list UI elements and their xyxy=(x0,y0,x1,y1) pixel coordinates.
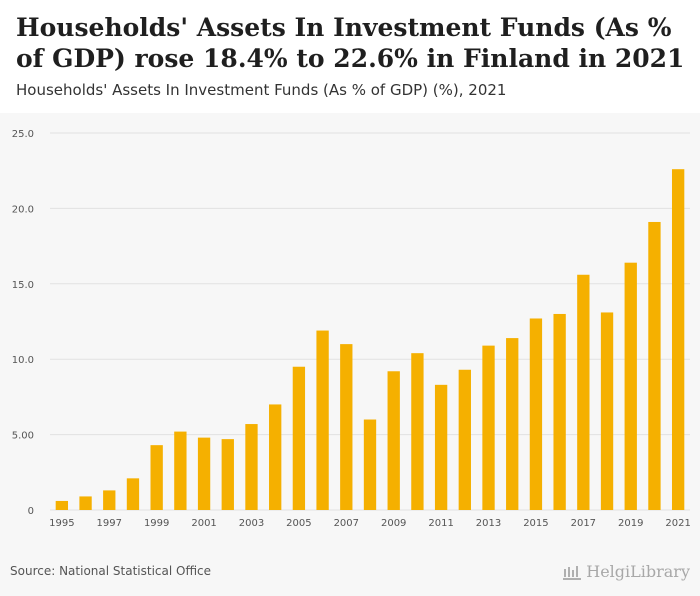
bar xyxy=(126,478,140,510)
bar xyxy=(79,496,92,510)
bar xyxy=(103,490,116,510)
bar xyxy=(221,439,234,510)
y-tick-label: 0 xyxy=(28,506,34,517)
x-tick-label: 2001 xyxy=(191,518,216,529)
brand-logo: HelgiLibrary xyxy=(562,562,690,581)
x-tick-label: 2021 xyxy=(665,518,690,529)
bar xyxy=(316,330,329,510)
library-icon xyxy=(563,565,582,580)
y-tick-label: 5.00 xyxy=(12,431,34,442)
bar-chart: 0 5.00 10.0 15.0 20.0 25.0 1995 1997 1999 2001 20… xyxy=(12,129,691,529)
y-tick-label: 25.0 xyxy=(12,129,34,140)
x-tick-label: 2017 xyxy=(571,518,596,529)
bar xyxy=(506,338,519,510)
x-tick-label: 2007 xyxy=(334,518,359,529)
footer: Source: National Statistical Office Helg… xyxy=(0,553,700,596)
bar xyxy=(434,384,448,510)
bar xyxy=(648,221,661,511)
bar xyxy=(482,345,495,510)
x-tick-label: 2015 xyxy=(523,518,548,529)
bar xyxy=(529,318,543,510)
source-note: Source: National Statistical Office xyxy=(10,564,212,578)
x-tick-label: 1997 xyxy=(97,518,122,529)
bar xyxy=(671,169,685,510)
chart-title: Households' Assets In Investment Funds (… xyxy=(16,13,685,73)
y-tick-label: 15.0 xyxy=(12,280,34,291)
bar xyxy=(411,353,424,510)
brand-name: HelgiLibrary xyxy=(586,562,690,581)
x-axis-ticks: 1995 1997 1999 2001 2003 2005 2007 2009 2011 2013… xyxy=(49,518,691,529)
bar xyxy=(458,369,471,510)
x-tick-label: 1999 xyxy=(144,518,169,529)
x-tick-label: 2009 xyxy=(381,518,406,529)
x-tick-label: 2005 xyxy=(286,518,311,529)
chart-subtitle: Households' Assets In Investment Funds (… xyxy=(16,81,507,99)
bar xyxy=(577,274,590,510)
y-axis-ticks: 0 5.00 10.0 15.0 20.0 25.0 xyxy=(12,129,34,517)
bar xyxy=(197,437,211,510)
bar xyxy=(340,344,353,510)
x-tick-label: 1995 xyxy=(49,518,74,529)
bar xyxy=(624,262,637,510)
x-tick-label: 2013 xyxy=(476,518,501,529)
bar xyxy=(363,419,377,510)
bar xyxy=(245,424,258,510)
bar xyxy=(553,313,566,510)
bar xyxy=(600,312,614,510)
bar xyxy=(174,431,187,510)
bar xyxy=(292,366,306,510)
y-tick-label: 20.0 xyxy=(12,204,34,215)
bar xyxy=(55,500,69,510)
bar xyxy=(387,371,400,510)
y-tick-label: 10.0 xyxy=(12,355,34,366)
x-tick-label: 2019 xyxy=(618,518,643,529)
bars xyxy=(55,169,685,511)
x-tick-label: 2003 xyxy=(239,518,264,529)
chart-panel: 0 5.00 10.0 15.0 20.0 25.0 1995 1997 1999 2001 20… xyxy=(0,113,700,553)
bar xyxy=(269,404,282,510)
x-tick-label: 2011 xyxy=(428,518,453,529)
bar xyxy=(150,445,163,510)
